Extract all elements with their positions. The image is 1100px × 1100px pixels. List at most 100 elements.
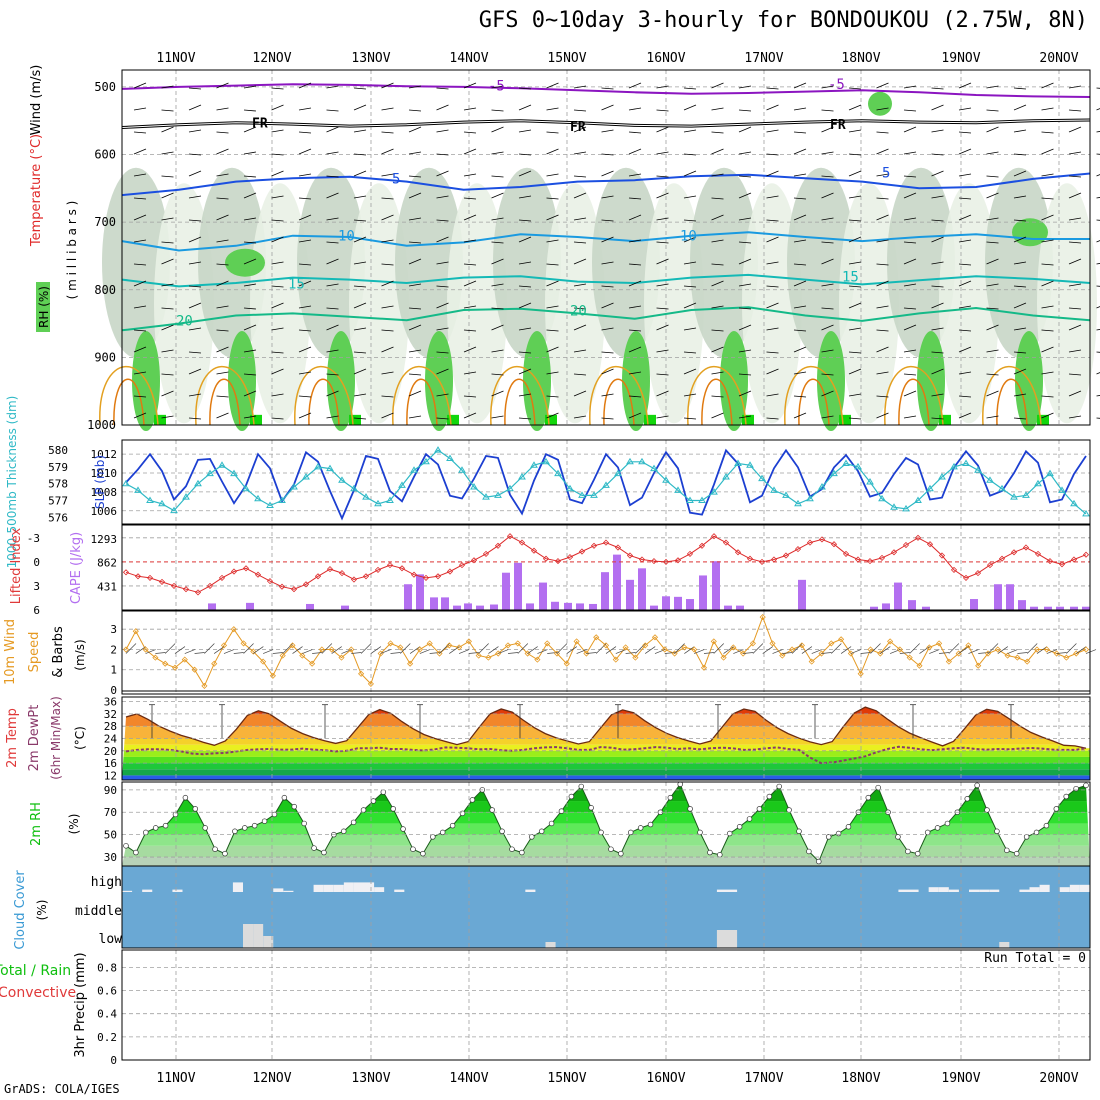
wind-speed-point — [573, 638, 580, 645]
wind-barb — [628, 412, 642, 419]
wind-barb — [738, 151, 752, 155]
wind-barb — [656, 415, 669, 419]
wind-barb — [463, 107, 477, 111]
lifted-index-point — [1082, 551, 1090, 558]
wind-barb — [546, 346, 559, 353]
wind-barb — [1041, 107, 1054, 111]
precip-axis-label: 3hr Precip (mm) — [73, 952, 88, 1057]
rh-shading-bright — [644, 414, 656, 425]
date-label-top-18NOV: 18NOV — [841, 51, 880, 66]
wind-barb — [958, 82, 972, 89]
cape-bar — [404, 584, 412, 610]
wind-barb — [848, 285, 862, 288]
surface-wind-barb — [1085, 649, 1097, 654]
wind-barb — [436, 393, 449, 397]
wind-barb — [518, 285, 532, 288]
wind-barb — [188, 417, 202, 420]
wind-barb — [711, 371, 724, 375]
wind-barb — [903, 390, 917, 397]
rh-point — [766, 793, 773, 800]
lifted-index-point — [722, 539, 730, 546]
wind-barb — [1096, 131, 1100, 133]
lifted-index-point — [890, 549, 898, 556]
wind-barb — [188, 236, 202, 243]
wind-barb — [683, 219, 697, 222]
surface-wind-barb — [292, 646, 303, 654]
wind-speed-line — [125, 615, 1087, 687]
pressure-tick-700: 700 — [94, 215, 116, 229]
pressure-tick-800: 800 — [94, 283, 116, 297]
wind-barb — [958, 395, 972, 398]
slp-line — [125, 448, 1087, 521]
rh-point — [469, 797, 476, 803]
wind-barb — [1013, 417, 1027, 420]
wind-speed-point — [122, 646, 130, 653]
high-cloud-bar — [1029, 887, 1040, 892]
thickness-point — [158, 499, 166, 507]
thickness-point — [434, 446, 442, 453]
thickness-point — [290, 483, 298, 490]
lifted-index-point — [782, 552, 790, 559]
wind-barb — [683, 368, 697, 375]
wind-barb — [738, 85, 752, 89]
temp-tick-24: 24 — [104, 733, 118, 746]
wind-barb — [188, 368, 202, 375]
surface-wind-barb — [1017, 652, 1028, 654]
cloud-axis-label-unit: (%) — [35, 900, 49, 921]
wind-barb — [711, 263, 724, 266]
wind-barb — [601, 368, 614, 375]
surface-wind-barb — [282, 643, 293, 654]
thickness-point — [374, 499, 382, 507]
wind-barb — [573, 241, 587, 244]
contour-label: 15 — [288, 276, 305, 292]
rh-point — [439, 829, 446, 836]
thickness-point — [482, 493, 490, 500]
surface-wind-barb — [958, 646, 969, 654]
wind-barb — [766, 261, 779, 265]
wind-barb — [298, 329, 312, 332]
rh-point — [964, 796, 970, 802]
wind-barb — [958, 239, 972, 243]
date-label-top-16NOV: 16NOV — [646, 51, 685, 66]
temp-band — [122, 750, 1090, 757]
lifted-index-point — [950, 566, 958, 573]
wind-barb — [133, 395, 147, 398]
thickness-point — [998, 484, 1006, 492]
wind-speed-point — [309, 660, 316, 667]
thickness-point — [674, 486, 682, 493]
wind-speed-point — [191, 666, 198, 673]
rh-shading-bright — [250, 414, 262, 425]
wind-barb — [903, 151, 917, 155]
wind-barb — [628, 148, 642, 155]
rh-point — [271, 811, 278, 818]
wind-barb — [601, 417, 614, 420]
wind-barb — [1041, 346, 1054, 353]
cloud-axis-label: Cloud Cover — [13, 870, 28, 950]
thickness-point — [410, 466, 418, 473]
wind-barb — [738, 241, 752, 244]
rh-point — [489, 807, 495, 813]
wind-barb — [821, 349, 834, 353]
wind-barb — [1041, 131, 1054, 134]
rh-point — [529, 834, 535, 840]
wind-barb — [656, 390, 669, 397]
cape-bar — [490, 604, 498, 610]
wind-axis-label-3: & Barbs — [51, 626, 66, 678]
contour-label: 10 — [338, 228, 355, 244]
wind-barb — [463, 239, 477, 243]
thickness-point — [554, 469, 562, 477]
wind-barb — [1013, 236, 1027, 243]
rh-point — [251, 822, 258, 829]
thickness-point — [362, 493, 370, 500]
rh-point — [548, 820, 555, 827]
wind-barb — [243, 415, 257, 419]
wind-barb — [573, 373, 587, 376]
surface-wind-barb — [312, 652, 323, 654]
wind-barb — [491, 217, 504, 221]
high-cloud-bar — [989, 889, 1000, 892]
wind-barb — [986, 192, 999, 199]
thickness-point — [746, 461, 754, 468]
cloud-background — [122, 866, 1090, 948]
thickness-point — [314, 462, 322, 470]
wind-barb — [738, 192, 752, 199]
